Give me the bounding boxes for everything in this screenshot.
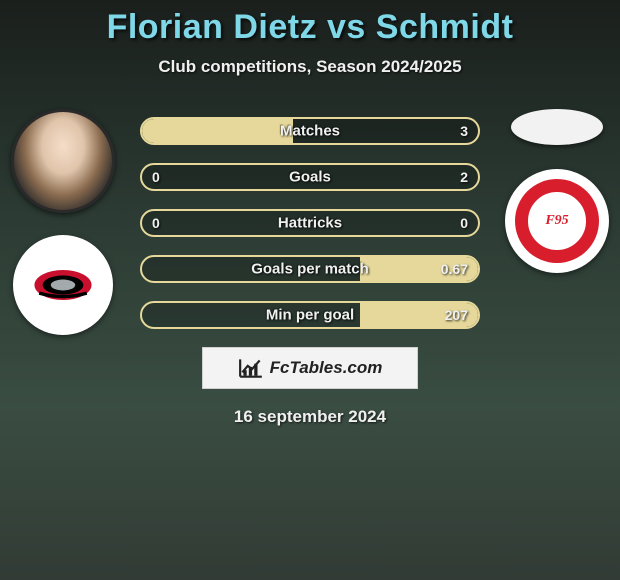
date-label: 16 september 2024: [0, 407, 620, 427]
stat-label: Hattricks: [278, 215, 342, 232]
stat-fill-left: [142, 119, 293, 143]
stat-label: Goals: [289, 169, 331, 186]
player-avatar-right: [511, 109, 603, 145]
f95-icon: F95: [515, 179, 599, 263]
player-avatar-left: [11, 109, 115, 213]
watermark: FcTables.com: [202, 347, 418, 389]
stat-bars: Matches 3 0 Goals 2 0 Hattricks 0 Goals per matc…: [140, 109, 480, 329]
stat-label: Min per goal: [266, 307, 354, 324]
stat-bar: 0 Hattricks 0: [140, 209, 480, 237]
stat-value-left: 0: [152, 215, 160, 231]
stat-value-right: 0.67: [441, 261, 468, 277]
stat-value-right: 3: [460, 123, 468, 139]
chart-icon: [238, 357, 264, 379]
stat-label: Goals per match: [251, 261, 369, 278]
comparison-panel: F95 Matches 3 0 Goals 2 0 Hattricks 0 Goals per …: [0, 109, 620, 329]
stat-label: Matches: [280, 123, 340, 140]
page-subtitle: Club competitions, Season 2024/2025: [0, 57, 620, 77]
page-title: Florian Dietz vs Schmidt: [0, 0, 620, 47]
stat-bar: Matches 3: [140, 117, 480, 145]
left-player-column: [8, 109, 118, 335]
stat-value-right: 0: [460, 215, 468, 231]
watermark-label: FcTables.com: [270, 358, 383, 378]
right-player-column: F95: [502, 109, 612, 273]
hurricane-icon: [29, 263, 97, 307]
stat-bar: Min per goal 207: [140, 301, 480, 329]
f95-text: F95: [525, 189, 589, 253]
stat-bar: 0 Goals 2: [140, 163, 480, 191]
club-badge-right: F95: [505, 169, 609, 273]
stat-value-right: 2: [460, 169, 468, 185]
stat-bar: Goals per match 0.67: [140, 255, 480, 283]
club-badge-left: [13, 235, 113, 335]
stat-value-left: 0: [152, 169, 160, 185]
stat-value-right: 207: [445, 307, 468, 323]
